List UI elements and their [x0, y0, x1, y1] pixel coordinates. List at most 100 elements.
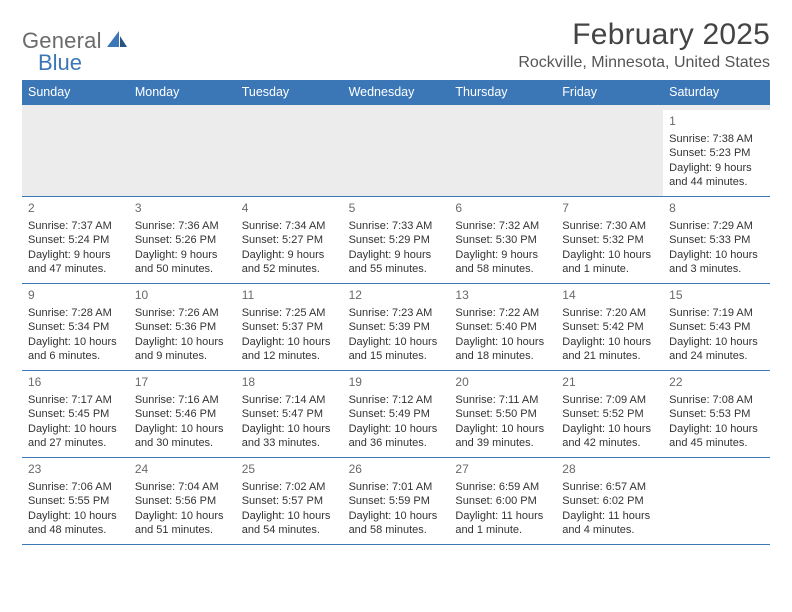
- day-number: 27: [455, 462, 550, 478]
- day-detail-line: Daylight: 10 hours: [28, 422, 123, 437]
- day-cell: 12Sunrise: 7:23 AMSunset: 5:39 PMDayligh…: [343, 284, 450, 370]
- empty-cell: [663, 458, 770, 544]
- day-detail-line: and 4 minutes.: [562, 523, 657, 538]
- day-detail-line: and 33 minutes.: [242, 436, 337, 451]
- day-detail-line: Sunset: 5:43 PM: [669, 320, 764, 335]
- empty-cell: [129, 110, 236, 196]
- week-row: 9Sunrise: 7:28 AMSunset: 5:34 PMDaylight…: [22, 284, 770, 371]
- dow-saturday: Saturday: [663, 80, 770, 105]
- day-number: 10: [135, 288, 230, 304]
- day-detail-line: and 24 minutes.: [669, 349, 764, 364]
- day-number: 11: [242, 288, 337, 304]
- day-detail-line: Sunset: 5:30 PM: [455, 233, 550, 248]
- day-detail-line: Daylight: 9 hours: [242, 248, 337, 263]
- day-detail-line: Daylight: 10 hours: [135, 422, 230, 437]
- day-number: 4: [242, 201, 337, 217]
- day-detail-line: Sunset: 5:46 PM: [135, 407, 230, 422]
- day-detail-line: Sunrise: 7:19 AM: [669, 306, 764, 321]
- day-detail-line: Daylight: 10 hours: [562, 248, 657, 263]
- dow-friday: Friday: [556, 80, 663, 105]
- calendar: Sunday Monday Tuesday Wednesday Thursday…: [22, 80, 770, 545]
- day-number: 18: [242, 375, 337, 391]
- day-cell: 7Sunrise: 7:30 AMSunset: 5:32 PMDaylight…: [556, 197, 663, 283]
- day-cell: 26Sunrise: 7:01 AMSunset: 5:59 PMDayligh…: [343, 458, 450, 544]
- day-detail-line: and 27 minutes.: [28, 436, 123, 451]
- day-detail-line: Daylight: 10 hours: [669, 422, 764, 437]
- day-detail-line: Sunset: 6:02 PM: [562, 494, 657, 509]
- day-detail-line: and 15 minutes.: [349, 349, 444, 364]
- day-detail-line: Daylight: 9 hours: [28, 248, 123, 263]
- week-row: 23Sunrise: 7:06 AMSunset: 5:55 PMDayligh…: [22, 458, 770, 545]
- day-detail-line: Sunset: 5:36 PM: [135, 320, 230, 335]
- day-detail-line: and 58 minutes.: [455, 262, 550, 277]
- day-detail-line: Sunset: 5:50 PM: [455, 407, 550, 422]
- day-number: 21: [562, 375, 657, 391]
- day-cell: 16Sunrise: 7:17 AMSunset: 5:45 PMDayligh…: [22, 371, 129, 457]
- day-cell: 5Sunrise: 7:33 AMSunset: 5:29 PMDaylight…: [343, 197, 450, 283]
- day-cell: 18Sunrise: 7:14 AMSunset: 5:47 PMDayligh…: [236, 371, 343, 457]
- day-number: 16: [28, 375, 123, 391]
- day-cell: 20Sunrise: 7:11 AMSunset: 5:50 PMDayligh…: [449, 371, 556, 457]
- day-detail-line: Sunrise: 7:16 AM: [135, 393, 230, 408]
- day-detail-line: and 3 minutes.: [669, 262, 764, 277]
- day-cell: 3Sunrise: 7:36 AMSunset: 5:26 PMDaylight…: [129, 197, 236, 283]
- day-detail-line: and 50 minutes.: [135, 262, 230, 277]
- day-detail-line: Daylight: 10 hours: [135, 509, 230, 524]
- day-cell: 27Sunrise: 6:59 AMSunset: 6:00 PMDayligh…: [449, 458, 556, 544]
- day-detail-line: Sunrise: 7:38 AM: [669, 132, 764, 147]
- brand-logo: General: [22, 18, 130, 54]
- day-number: 25: [242, 462, 337, 478]
- day-number: 20: [455, 375, 550, 391]
- day-number: 26: [349, 462, 444, 478]
- header: General February 2025 Rockville, Minneso…: [22, 18, 770, 72]
- day-detail-line: Sunset: 5:39 PM: [349, 320, 444, 335]
- day-detail-line: Sunrise: 7:23 AM: [349, 306, 444, 321]
- sail-icon: [106, 30, 128, 53]
- day-detail-line: Daylight: 10 hours: [349, 335, 444, 350]
- day-detail-line: Daylight: 10 hours: [242, 335, 337, 350]
- day-cell: 1Sunrise: 7:38 AMSunset: 5:23 PMDaylight…: [663, 110, 770, 196]
- day-detail-line: Daylight: 10 hours: [28, 335, 123, 350]
- day-detail-line: Sunrise: 7:34 AM: [242, 219, 337, 234]
- day-number: 7: [562, 201, 657, 217]
- brand-name-part2: Blue: [38, 50, 82, 76]
- empty-cell: [449, 110, 556, 196]
- day-detail-line: and 58 minutes.: [349, 523, 444, 538]
- day-detail-line: Sunset: 5:53 PM: [669, 407, 764, 422]
- day-detail-line: Sunrise: 7:02 AM: [242, 480, 337, 495]
- day-detail-line: Sunrise: 7:32 AM: [455, 219, 550, 234]
- day-detail-line: Daylight: 11 hours: [562, 509, 657, 524]
- day-cell: 19Sunrise: 7:12 AMSunset: 5:49 PMDayligh…: [343, 371, 450, 457]
- day-detail-line: Daylight: 10 hours: [28, 509, 123, 524]
- day-detail-line: Sunrise: 7:17 AM: [28, 393, 123, 408]
- day-detail-line: and 47 minutes.: [28, 262, 123, 277]
- empty-cell: [22, 110, 129, 196]
- day-number: 24: [135, 462, 230, 478]
- day-detail-line: and 48 minutes.: [28, 523, 123, 538]
- location-subtitle: Rockville, Minnesota, United States: [518, 54, 770, 72]
- day-detail-line: Daylight: 10 hours: [455, 422, 550, 437]
- day-detail-line: Sunset: 5:42 PM: [562, 320, 657, 335]
- day-number: 1: [669, 114, 764, 130]
- day-detail-line: and 30 minutes.: [135, 436, 230, 451]
- day-cell: 25Sunrise: 7:02 AMSunset: 5:57 PMDayligh…: [236, 458, 343, 544]
- day-detail-line: Sunrise: 7:09 AM: [562, 393, 657, 408]
- day-number: 5: [349, 201, 444, 217]
- day-detail-line: Daylight: 9 hours: [349, 248, 444, 263]
- day-detail-line: Sunrise: 7:37 AM: [28, 219, 123, 234]
- day-detail-line: Sunset: 5:26 PM: [135, 233, 230, 248]
- day-detail-line: Sunrise: 7:25 AM: [242, 306, 337, 321]
- day-detail-line: Sunset: 5:23 PM: [669, 146, 764, 161]
- empty-cell: [556, 110, 663, 196]
- empty-cell: [236, 110, 343, 196]
- day-detail-line: Daylight: 10 hours: [349, 509, 444, 524]
- day-number: 13: [455, 288, 550, 304]
- day-detail-line: Daylight: 11 hours: [455, 509, 550, 524]
- day-detail-line: Sunrise: 7:29 AM: [669, 219, 764, 234]
- weeks-container: 1 Sunrise: 7:38 AMSunset: 5:23 PM Daylight…: [22, 110, 770, 545]
- day-detail-line: Sunrise: 6:59 AM: [455, 480, 550, 495]
- empty-cell: [343, 110, 450, 196]
- day-detail-line: Daylight: 10 hours: [562, 335, 657, 350]
- week-row: 16Sunrise: 7:17 AMSunset: 5:45 PMDayligh…: [22, 371, 770, 458]
- day-detail-line: and 42 minutes.: [562, 436, 657, 451]
